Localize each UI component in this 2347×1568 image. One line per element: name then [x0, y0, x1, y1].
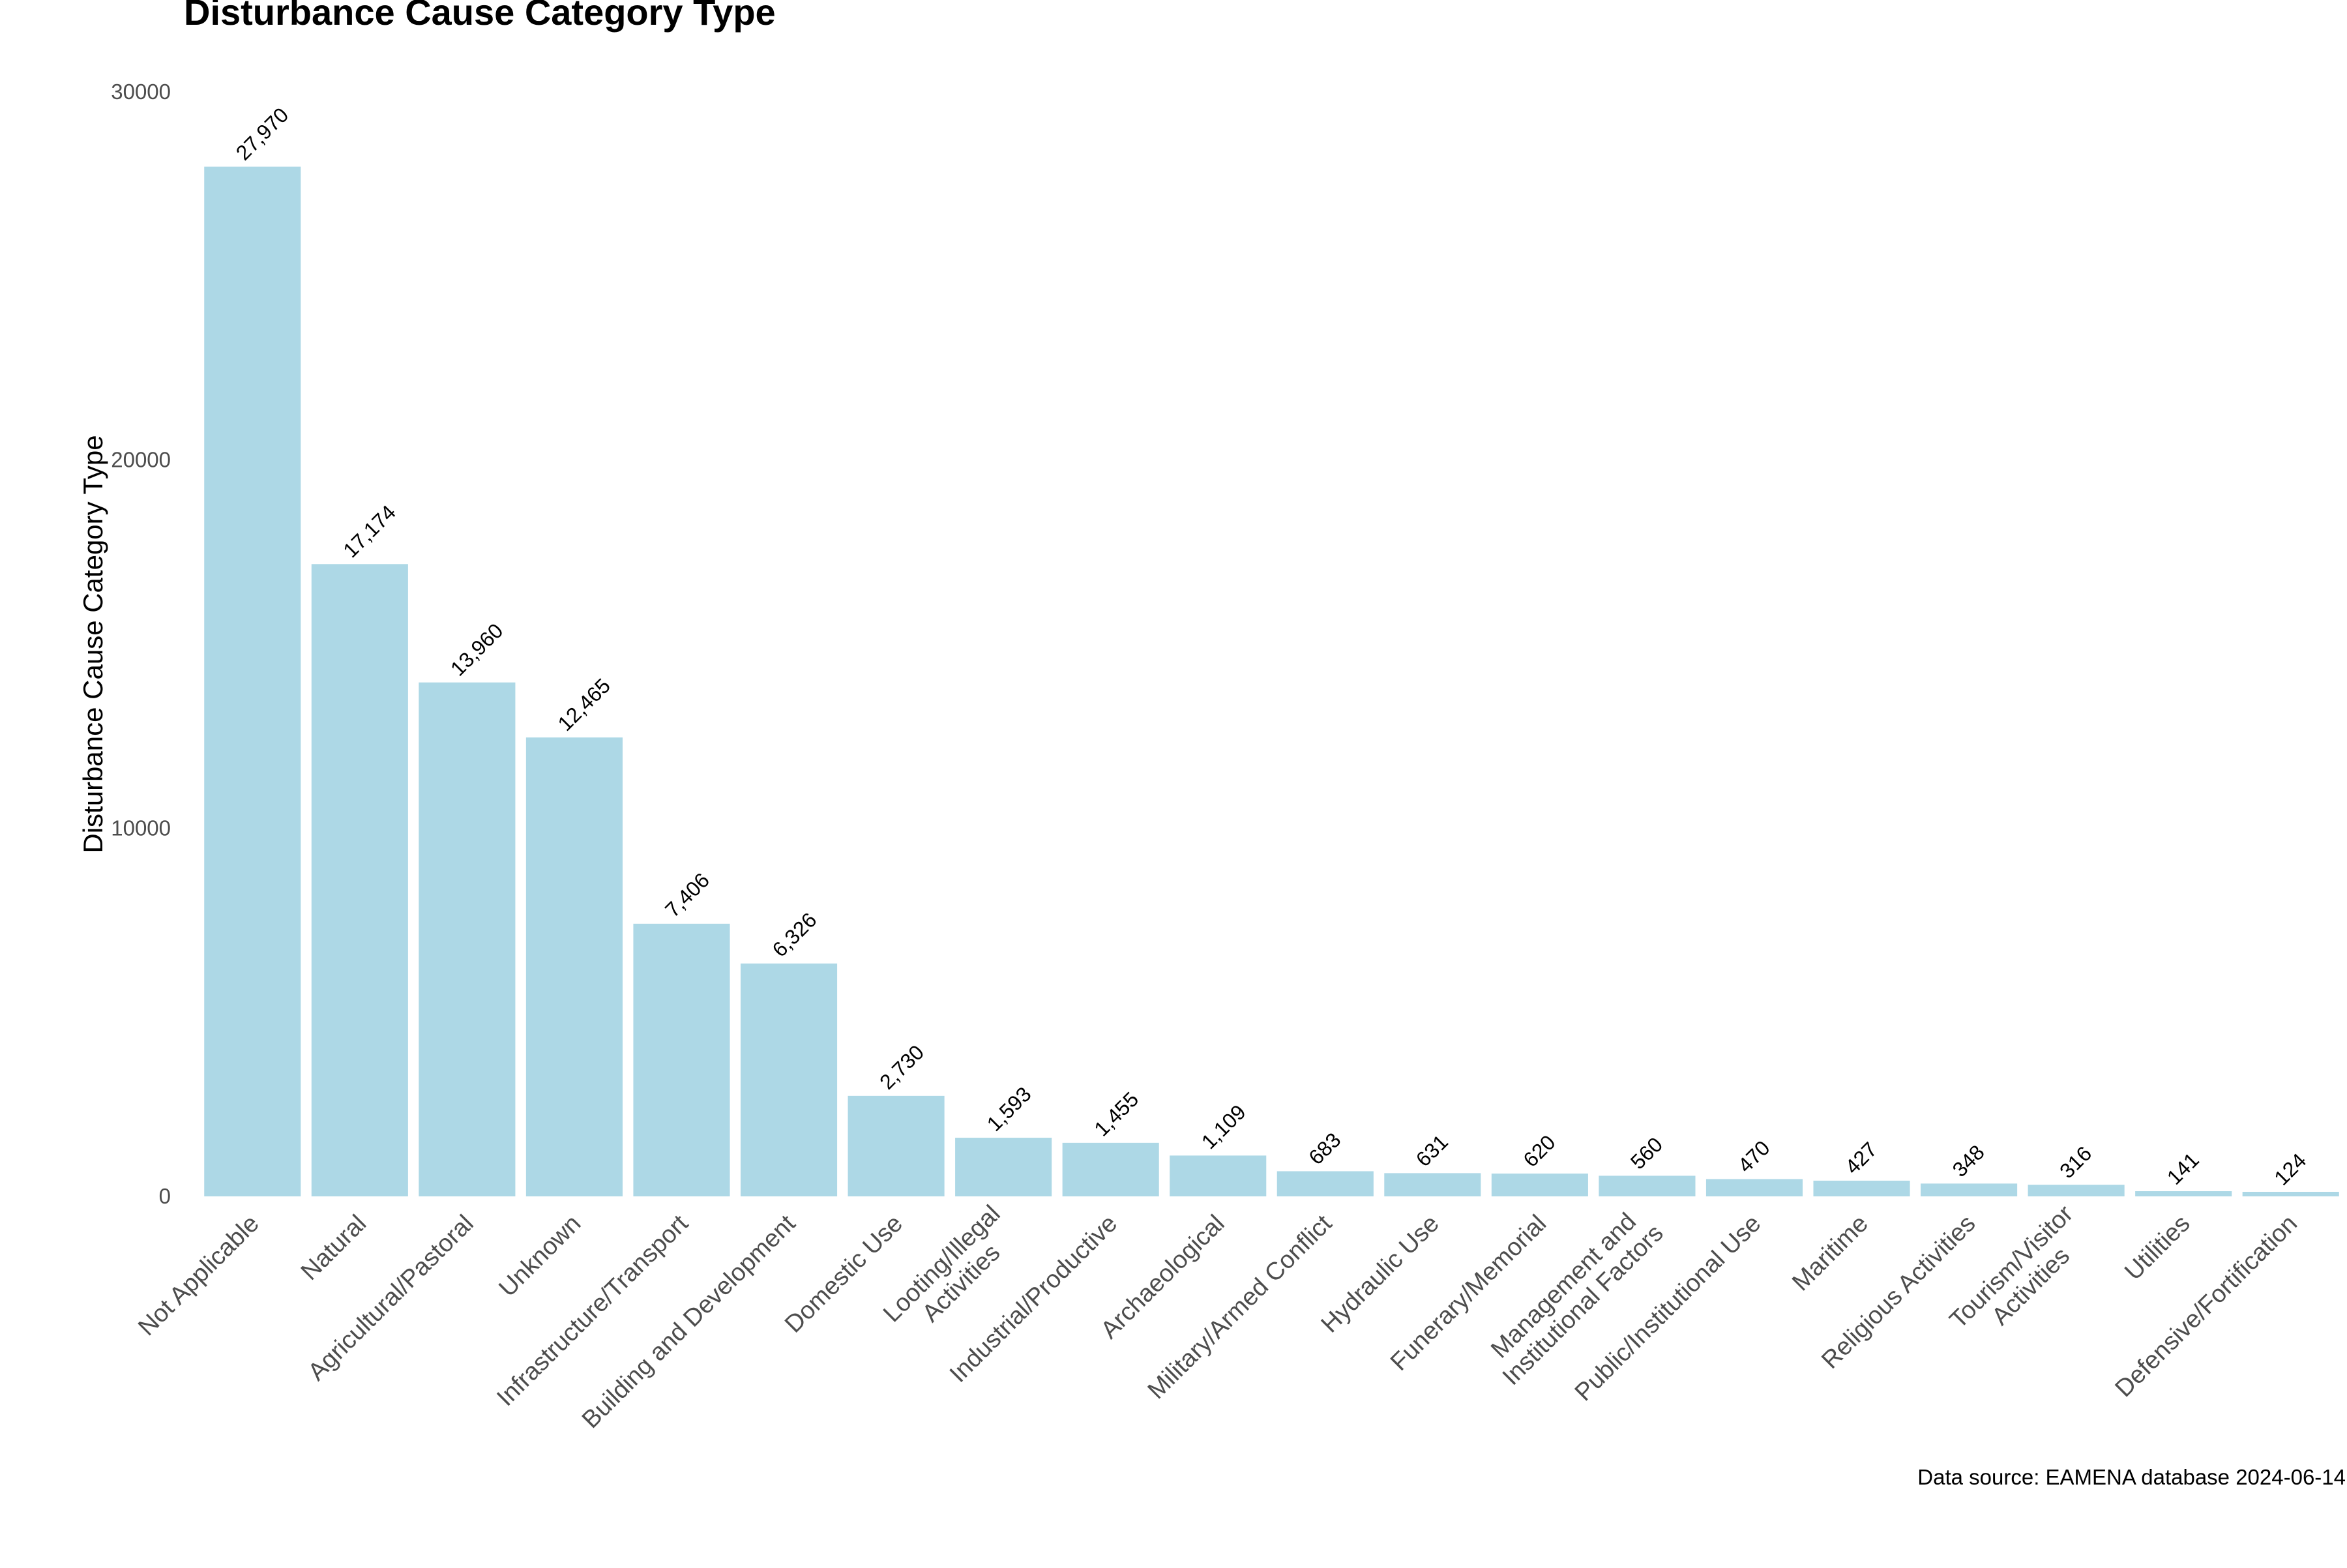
data-label: 683 [1304, 1128, 1345, 1169]
x-tick-label-line: Not Applicable [133, 1210, 264, 1341]
bar [419, 682, 516, 1196]
data-label: 141 [2162, 1148, 2204, 1189]
x-tick-label: Unknown [494, 1210, 587, 1303]
data-label: 2,730 [875, 1041, 928, 1094]
bar [633, 923, 730, 1196]
data-label: 560 [1626, 1132, 1667, 1174]
x-tick-label: Natural [296, 1210, 372, 1286]
data-label: 13,960 [446, 619, 508, 681]
data-label: 7,406 [660, 868, 714, 922]
bar [1813, 1180, 1910, 1196]
data-label: 316 [2055, 1142, 2096, 1183]
data-label: 470 [1733, 1136, 1774, 1177]
data-label: 6,326 [767, 908, 821, 962]
data-label: 124 [2269, 1149, 2310, 1190]
data-label: 1,109 [1197, 1100, 1250, 1153]
y-tick-label: 0 [159, 1184, 171, 1208]
bar [848, 1095, 945, 1196]
bars [204, 166, 2339, 1196]
bar [1491, 1173, 1588, 1196]
x-tick-label-line: Natural [296, 1210, 372, 1286]
y-tick-label: 20000 [111, 448, 171, 472]
x-tick-label-line: Infrastructure/Transport [492, 1209, 694, 1412]
y-axis-ticks: 0 10000 20000 30000 [111, 80, 171, 1208]
data-label: 1,593 [982, 1082, 1036, 1136]
bar [1062, 1142, 1159, 1196]
x-tick-label-line: Military/Armed Conflict [1143, 1209, 1338, 1404]
data-label: 620 [1518, 1131, 1559, 1172]
data-label: 27,970 [231, 103, 293, 165]
x-tick-label: Military/Armed Conflict [1143, 1209, 1338, 1404]
bar [1384, 1173, 1481, 1196]
x-tick-label: Not Applicable [133, 1210, 264, 1341]
bar [2028, 1185, 2125, 1196]
x-tick-label: Management andInstitutional Factors [1478, 1200, 1668, 1391]
bar [1921, 1183, 2018, 1196]
chart-title: Disturbance Cause Category Type [184, 0, 776, 33]
bar [2242, 1192, 2339, 1196]
x-tick-label: Maritime [1787, 1210, 1874, 1297]
bar [204, 166, 301, 1196]
bar [1705, 1179, 1803, 1196]
bar [955, 1138, 1052, 1196]
x-tick-label-line: Maritime [1787, 1210, 1874, 1297]
x-tick-label: Utilities [2119, 1210, 2195, 1286]
data-label: 1,455 [1089, 1087, 1143, 1141]
data-label: 631 [1411, 1130, 1453, 1171]
data-label: 17,174 [338, 500, 400, 562]
y-tick-label: 10000 [111, 816, 171, 840]
y-tick-label: 30000 [111, 80, 171, 104]
x-tick-label-line: Building and Development [577, 1209, 801, 1434]
bar [525, 737, 623, 1196]
x-tick-label: Infrastructure/Transport [492, 1209, 694, 1412]
bar [1277, 1171, 1374, 1196]
x-tick-label-line: Defensive/Fortification [2110, 1210, 2303, 1403]
chart-caption: Data source: EAMENA database 2024-06-14 [1917, 1465, 2346, 1489]
data-label: 427 [1840, 1138, 1882, 1179]
x-tick-label: Defensive/Fortification [2110, 1210, 2303, 1403]
x-tick-label-line: Utilities [2119, 1210, 2195, 1286]
bar [311, 564, 408, 1196]
data-label: 348 [1948, 1140, 1989, 1181]
x-tick-label: Building and Development [577, 1209, 801, 1434]
x-tick-label-line: Unknown [494, 1210, 587, 1303]
bar [1599, 1176, 1696, 1196]
bar [2135, 1191, 2232, 1196]
bar [1170, 1155, 1267, 1196]
y-axis-label: Disturbance Cause Category Type [78, 435, 108, 853]
x-axis-ticks: Not Applicable NaturalAgricultural/Pastor… [133, 1200, 2303, 1434]
bar [740, 963, 838, 1196]
data-label: 12,465 [553, 673, 615, 735]
